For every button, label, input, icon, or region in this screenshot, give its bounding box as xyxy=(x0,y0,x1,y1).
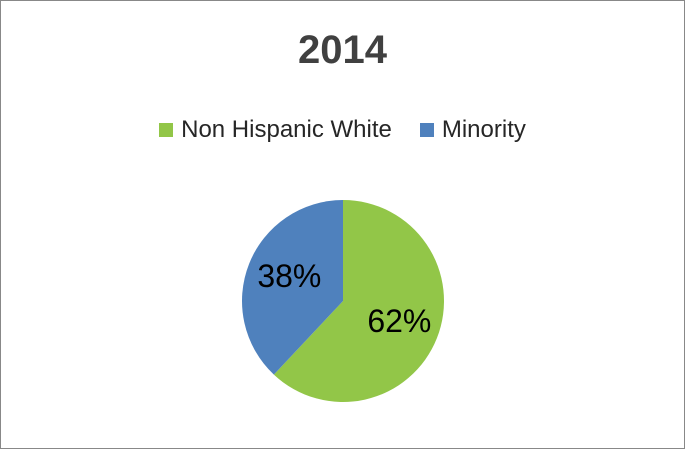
legend: Non Hispanic White Minority xyxy=(1,115,684,145)
legend-label-minority: Minority xyxy=(441,116,526,143)
legend-label-non-hispanic-white: Non Hispanic White xyxy=(181,116,392,143)
pie-slice-minority xyxy=(242,200,343,375)
legend-swatch-non-hispanic-white xyxy=(159,123,174,137)
chart-title: 2014 xyxy=(298,28,387,72)
data-label-non-hispanic-white: 62% xyxy=(367,303,431,339)
legend-item-non-hispanic-white: Non Hispanic White xyxy=(159,115,392,145)
data-label-minority: 38% xyxy=(257,258,321,294)
pie-slice-non-hispanic-white xyxy=(273,200,445,402)
legend-swatch-minority xyxy=(419,123,434,137)
legend-item-minority: Minority xyxy=(419,115,526,145)
